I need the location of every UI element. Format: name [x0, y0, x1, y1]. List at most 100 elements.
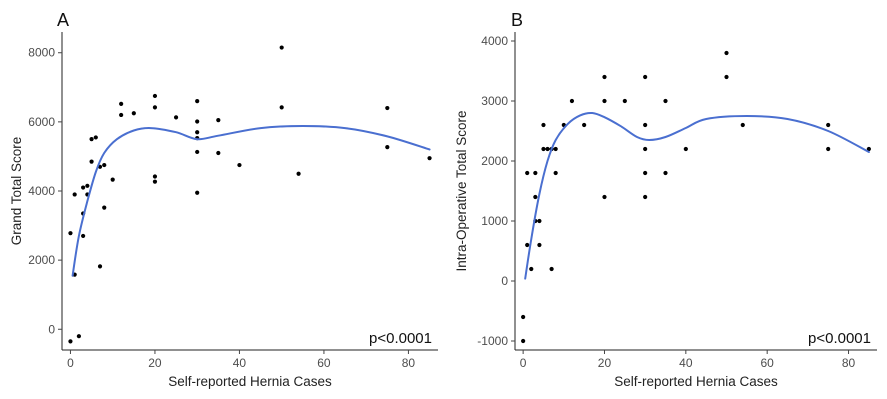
data-point	[119, 101, 124, 106]
data-point	[237, 162, 242, 168]
data-point	[740, 122, 745, 128]
y-tick-label: 4000	[28, 184, 55, 198]
data-point	[216, 150, 221, 156]
x-tick-label: 40	[679, 356, 693, 370]
x-tick-label: 20	[598, 356, 612, 370]
y-axis-title: Grand Total Score	[9, 137, 24, 246]
panel-b: B -1000 0 1000 2000 3000 4000 0 20 40 60 80 Intra-Op…	[454, 10, 877, 389]
y-tick-label: 8000	[28, 46, 55, 60]
data-point	[582, 122, 587, 128]
data-point	[279, 45, 284, 50]
y-tick-label: 1000	[481, 214, 508, 228]
data-point	[724, 50, 729, 56]
y-tick-label: 4000	[481, 34, 508, 48]
data-point	[643, 146, 648, 152]
data-point	[541, 146, 546, 152]
data-point	[97, 264, 103, 269]
data-point	[102, 205, 107, 210]
data-point	[724, 74, 729, 80]
x-axis-title: Self-reported Hernia Cases	[614, 374, 778, 389]
data-point	[385, 105, 390, 111]
data-point	[152, 174, 158, 179]
data-point	[826, 146, 831, 152]
y-tick-label: 3000	[481, 94, 508, 108]
data-point	[68, 231, 73, 236]
data-point	[173, 115, 179, 120]
x-tick-label: 80	[842, 356, 856, 370]
data-point	[866, 146, 871, 152]
data-point	[195, 190, 200, 195]
p-value-annotation: p<0.0001	[808, 330, 871, 347]
data-point	[81, 185, 86, 190]
data-point	[427, 156, 432, 161]
data-point	[72, 192, 77, 197]
y-tick-label: -1000	[477, 334, 508, 348]
data-point	[385, 145, 390, 150]
data-point	[663, 170, 668, 176]
data-point	[622, 98, 627, 104]
data-point	[216, 118, 221, 123]
data-point	[89, 137, 94, 142]
data-point	[533, 170, 538, 176]
data-point	[529, 266, 534, 272]
y-tick-label: 0	[48, 322, 55, 336]
data-point	[195, 99, 200, 104]
data-point	[643, 122, 648, 128]
data-point	[76, 334, 81, 339]
data-point	[110, 177, 115, 182]
data-point	[152, 93, 158, 99]
data-point	[525, 242, 530, 248]
data-point	[279, 105, 284, 110]
data-point	[533, 194, 538, 200]
data-point	[537, 242, 542, 248]
smooth-trend-line	[71, 125, 431, 277]
data-point	[525, 170, 530, 176]
data-point	[81, 233, 86, 239]
y-tick-label: 6000	[28, 115, 55, 129]
data-point	[549, 266, 554, 272]
x-axis-title: Self-reported Hernia Cases	[168, 374, 332, 389]
data-point	[521, 338, 526, 344]
data-point	[93, 135, 98, 140]
data-point	[602, 194, 607, 200]
data-point	[545, 146, 550, 152]
x-tick-label: 60	[761, 356, 775, 370]
y-axis-title: Intra-Operative Total Score	[454, 110, 469, 271]
data-point	[643, 194, 648, 200]
data-point	[569, 98, 575, 104]
panel-letter: A	[57, 10, 69, 30]
data-point	[195, 149, 200, 155]
data-point	[537, 218, 542, 224]
data-point	[553, 146, 558, 152]
data-point	[131, 111, 136, 116]
data-point	[296, 171, 301, 176]
p-value-annotation: p<0.0001	[369, 330, 432, 347]
data-point	[521, 314, 526, 320]
data-point	[602, 74, 607, 80]
y-tick-label: 2000	[28, 253, 55, 267]
x-tick-label: 0	[520, 356, 527, 370]
x-tick-label: 20	[148, 356, 162, 370]
data-point	[68, 339, 73, 344]
data-point	[602, 98, 607, 104]
data-point	[683, 146, 688, 152]
data-point	[152, 105, 158, 110]
panel-letter: B	[511, 10, 523, 30]
data-point	[195, 119, 200, 124]
data-point	[643, 170, 648, 176]
y-tick-label: 0	[501, 274, 508, 288]
data-point	[553, 170, 558, 176]
data-point	[89, 159, 94, 164]
x-tick-label: 40	[233, 356, 247, 370]
data-point	[85, 183, 90, 188]
data-point	[541, 122, 546, 128]
data-point	[102, 162, 107, 168]
x-tick-label: 0	[67, 356, 74, 370]
panel-a: A 0 2000 4000 6000 8000 0 20 40 60 80 Grand Total S…	[9, 10, 438, 389]
smooth-trend-line	[524, 111, 870, 280]
x-tick-label: 80	[402, 356, 416, 370]
data-point	[643, 74, 648, 80]
y-tick-label: 2000	[481, 154, 508, 168]
data-point	[663, 98, 668, 104]
